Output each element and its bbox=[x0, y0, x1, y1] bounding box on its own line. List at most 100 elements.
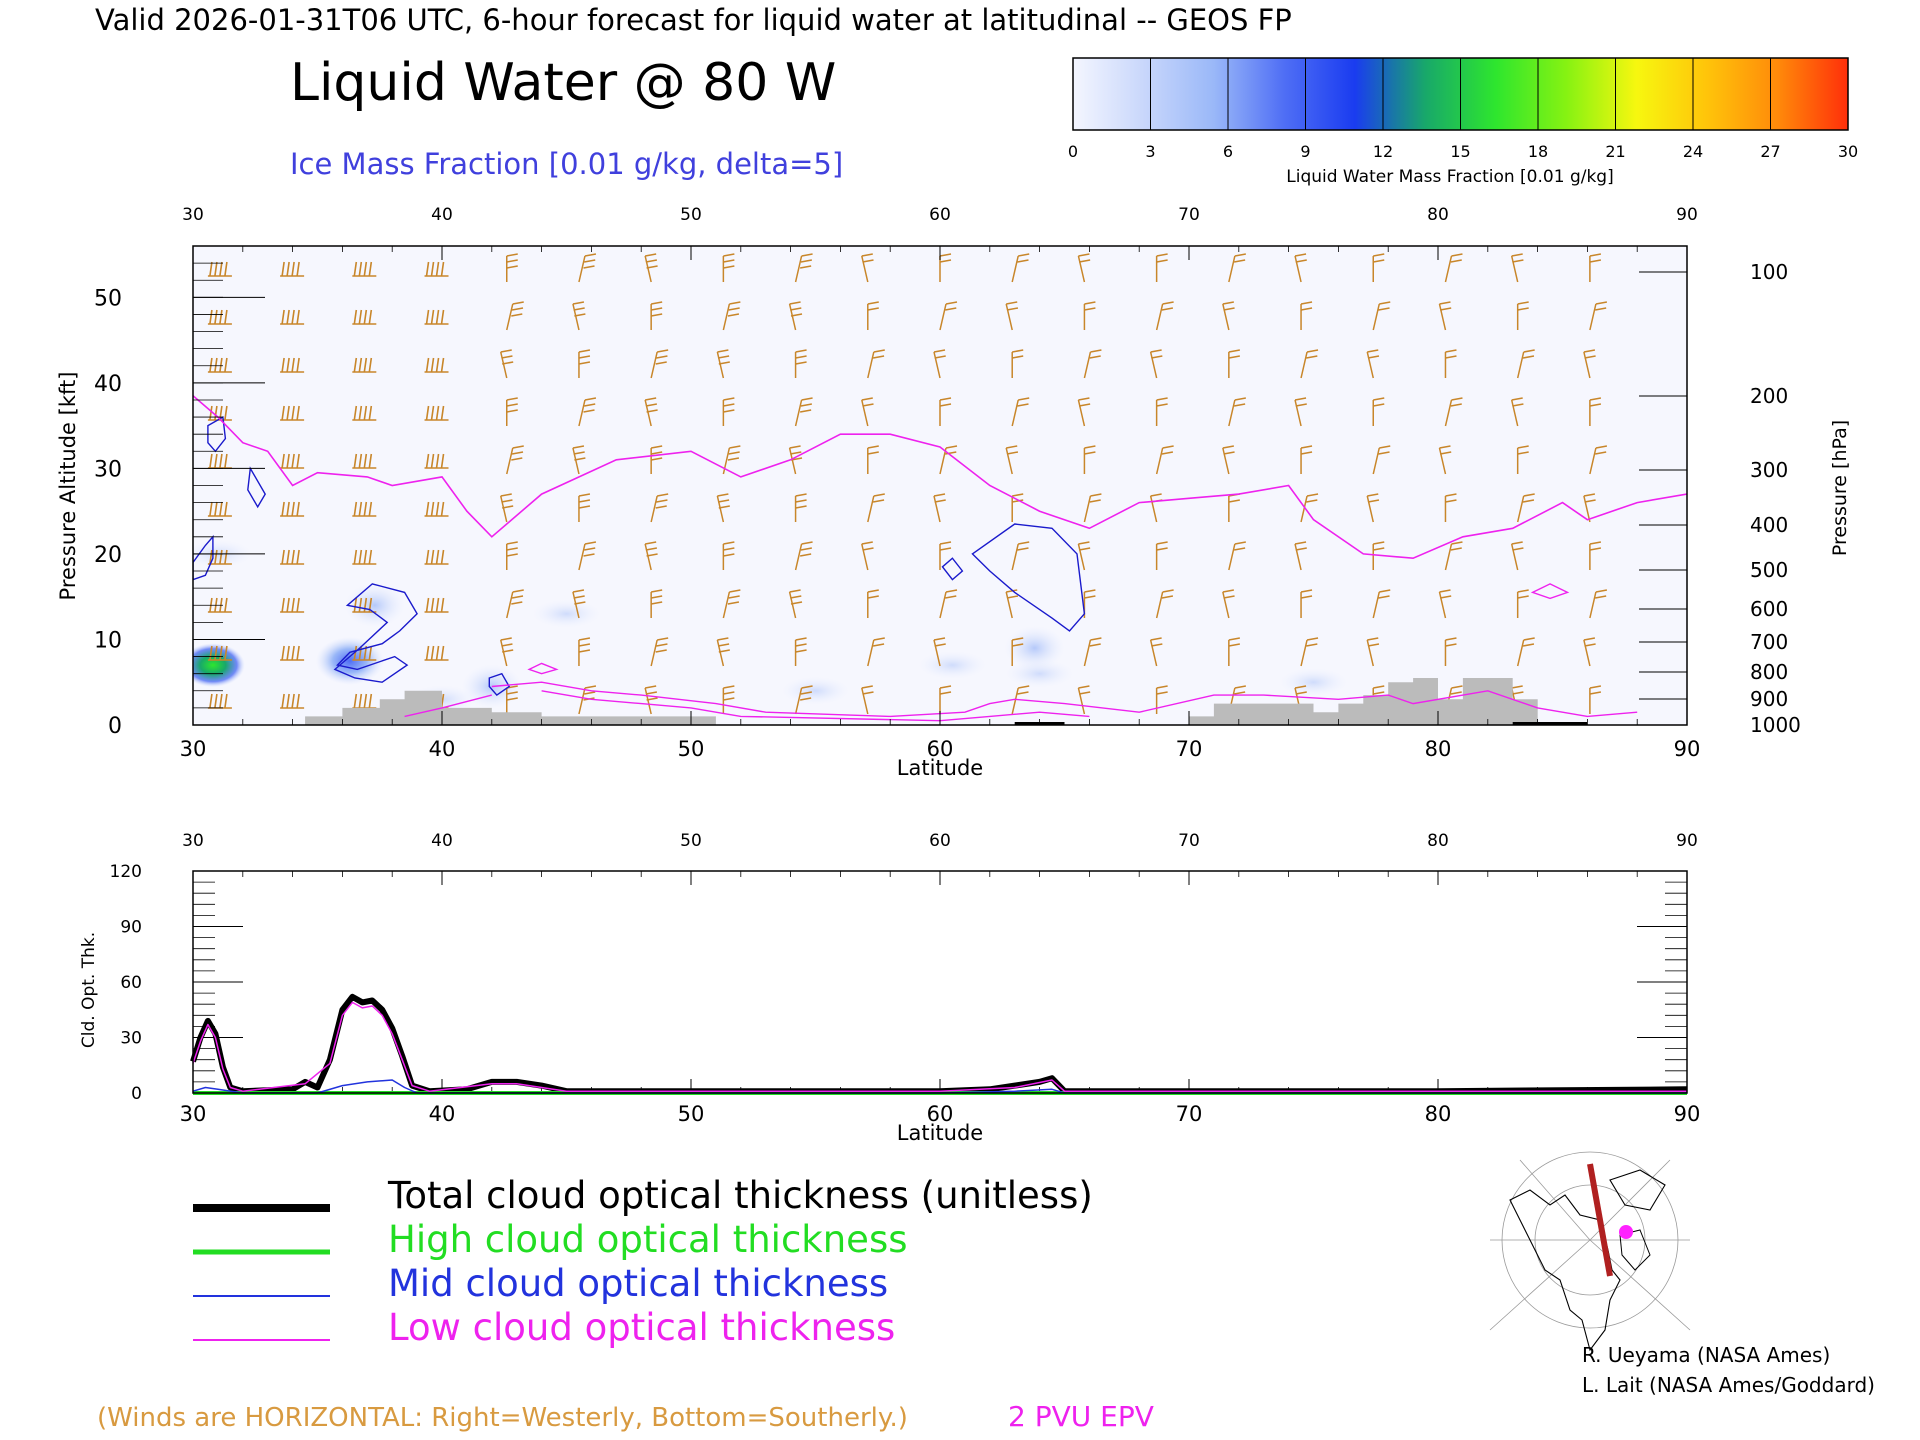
top-x-tick-label-upper: 40 bbox=[431, 205, 453, 225]
wind-barb bbox=[1372, 301, 1391, 331]
wind-barb bbox=[1011, 253, 1030, 283]
wind-barb bbox=[794, 349, 807, 378]
wind-barb bbox=[1155, 589, 1174, 619]
wind-barb bbox=[1222, 301, 1235, 331]
map-coastline bbox=[1619, 1229, 1651, 1271]
wind-barb bbox=[1516, 493, 1535, 523]
wind-barb bbox=[280, 597, 305, 613]
ice-contour bbox=[333, 583, 418, 683]
liquid-water-blob bbox=[315, 636, 384, 685]
wind-barb bbox=[1589, 541, 1602, 570]
map-meridian bbox=[1519, 1159, 1591, 1241]
wind-barb bbox=[1294, 397, 1307, 427]
wind-barb bbox=[1011, 397, 1030, 427]
colorbar-tick-label: 9 bbox=[1300, 142, 1310, 161]
wind-barb bbox=[506, 301, 524, 331]
top-axes: 3030404050506060707080809090010203040501… bbox=[94, 205, 1801, 761]
wind-barb bbox=[794, 493, 807, 522]
wind-barb bbox=[1294, 541, 1307, 571]
right-y-tick-label: 300 bbox=[1750, 458, 1788, 482]
top-x-tick-label-upper: 50 bbox=[680, 205, 702, 225]
wind-barb bbox=[722, 445, 741, 475]
colorbar-tick-label: 3 bbox=[1145, 142, 1155, 161]
wind-barb bbox=[1516, 637, 1535, 667]
left-y-tick-label: 10 bbox=[94, 628, 122, 653]
wind-barb bbox=[1149, 349, 1163, 379]
wind-barb bbox=[207, 501, 232, 517]
wind-barb bbox=[1444, 541, 1463, 571]
wind-barb bbox=[280, 261, 305, 277]
wind-barb bbox=[1077, 253, 1091, 283]
wind-barb bbox=[572, 301, 586, 331]
epv-line bbox=[193, 395, 1687, 722]
wind-barb bbox=[424, 549, 449, 565]
wind-barb bbox=[1155, 685, 1168, 714]
wind-barb bbox=[207, 549, 232, 565]
top-x-label: Latitude bbox=[897, 756, 983, 780]
wind-barb bbox=[1300, 637, 1319, 667]
top-x-tick-label-upper: 60 bbox=[929, 205, 951, 225]
liquid-water-haze bbox=[1005, 659, 1074, 688]
wind-barb bbox=[794, 397, 813, 427]
terrain-fill bbox=[305, 678, 1538, 725]
ice-contour bbox=[193, 534, 214, 581]
wind-barb bbox=[1300, 301, 1313, 330]
wind-barb bbox=[424, 309, 449, 325]
colorbar-tick-label: 12 bbox=[1373, 142, 1393, 161]
wind-barb bbox=[424, 501, 449, 517]
wind-barb bbox=[794, 541, 813, 571]
legend-label-total: Total cloud optical thickness (unitless) bbox=[387, 1174, 1093, 1217]
wind-barb bbox=[722, 397, 735, 426]
wind-barb bbox=[867, 445, 879, 474]
credit-2: L. Lait (NASA Ames/Goddard) bbox=[1582, 1373, 1875, 1397]
bottom-x-tick-label-upper: 70 bbox=[1178, 831, 1200, 851]
bottom-x-tick-label-upper: 90 bbox=[1676, 831, 1698, 851]
ice-contour bbox=[971, 523, 1086, 632]
wind-barb bbox=[1444, 349, 1457, 378]
map-meridian bbox=[1489, 1239, 1591, 1331]
wind-barb bbox=[280, 405, 305, 421]
wind-barb bbox=[1300, 493, 1319, 523]
wind-barb bbox=[1083, 493, 1102, 523]
colorbar-tick-label: 24 bbox=[1683, 142, 1703, 161]
wind-barb bbox=[1155, 397, 1168, 426]
wind-barb bbox=[280, 453, 305, 469]
wind-barb bbox=[933, 349, 946, 379]
colorbar-tick-label: 6 bbox=[1223, 142, 1233, 161]
wind-barb bbox=[861, 541, 874, 571]
bottom-x-tick-label: 50 bbox=[678, 1102, 705, 1126]
wind-barb bbox=[1589, 253, 1602, 282]
wind-barb bbox=[716, 349, 730, 379]
right-y-tick-label: 800 bbox=[1750, 660, 1788, 684]
wind-barb bbox=[1444, 397, 1463, 427]
wind-barb bbox=[1438, 301, 1452, 331]
colorbar-label: Liquid Water Mass Fraction [0.01 g/kg] bbox=[1286, 167, 1613, 187]
bottom-x-tick-label-upper: 30 bbox=[182, 831, 204, 851]
wind-barb bbox=[644, 541, 658, 571]
wind-barb bbox=[207, 357, 232, 373]
wind-barb bbox=[352, 549, 377, 565]
wind-barb bbox=[1589, 589, 1608, 619]
wind-barb bbox=[644, 253, 658, 283]
wind-barb bbox=[650, 637, 669, 667]
top-panel: 3030404050506060707080809090010203040501… bbox=[56, 205, 1851, 780]
legend-label-high: High cloud optical thickness bbox=[388, 1218, 908, 1261]
wind-barb bbox=[578, 541, 597, 571]
wind-barb bbox=[1444, 637, 1457, 666]
wind-barb bbox=[1372, 253, 1385, 282]
wind-barb bbox=[939, 397, 952, 426]
left-y-tick-label: 0 bbox=[108, 714, 122, 739]
epv-low-line bbox=[404, 694, 492, 718]
wind-barb bbox=[280, 645, 305, 661]
mid-optical-thickness-line bbox=[192, 1079, 1687, 1094]
wind-barb bbox=[1294, 253, 1307, 283]
wind-barb bbox=[1372, 445, 1391, 475]
liquid-water-haze bbox=[781, 676, 850, 705]
wind-barb bbox=[1444, 253, 1463, 283]
wind-barb bbox=[500, 349, 514, 379]
wind-barb bbox=[939, 685, 952, 714]
wind-barb bbox=[424, 261, 449, 277]
bottom-y-tick-label: 0 bbox=[131, 1084, 142, 1104]
wind-barb bbox=[207, 309, 232, 325]
wind-barb bbox=[1516, 589, 1529, 618]
